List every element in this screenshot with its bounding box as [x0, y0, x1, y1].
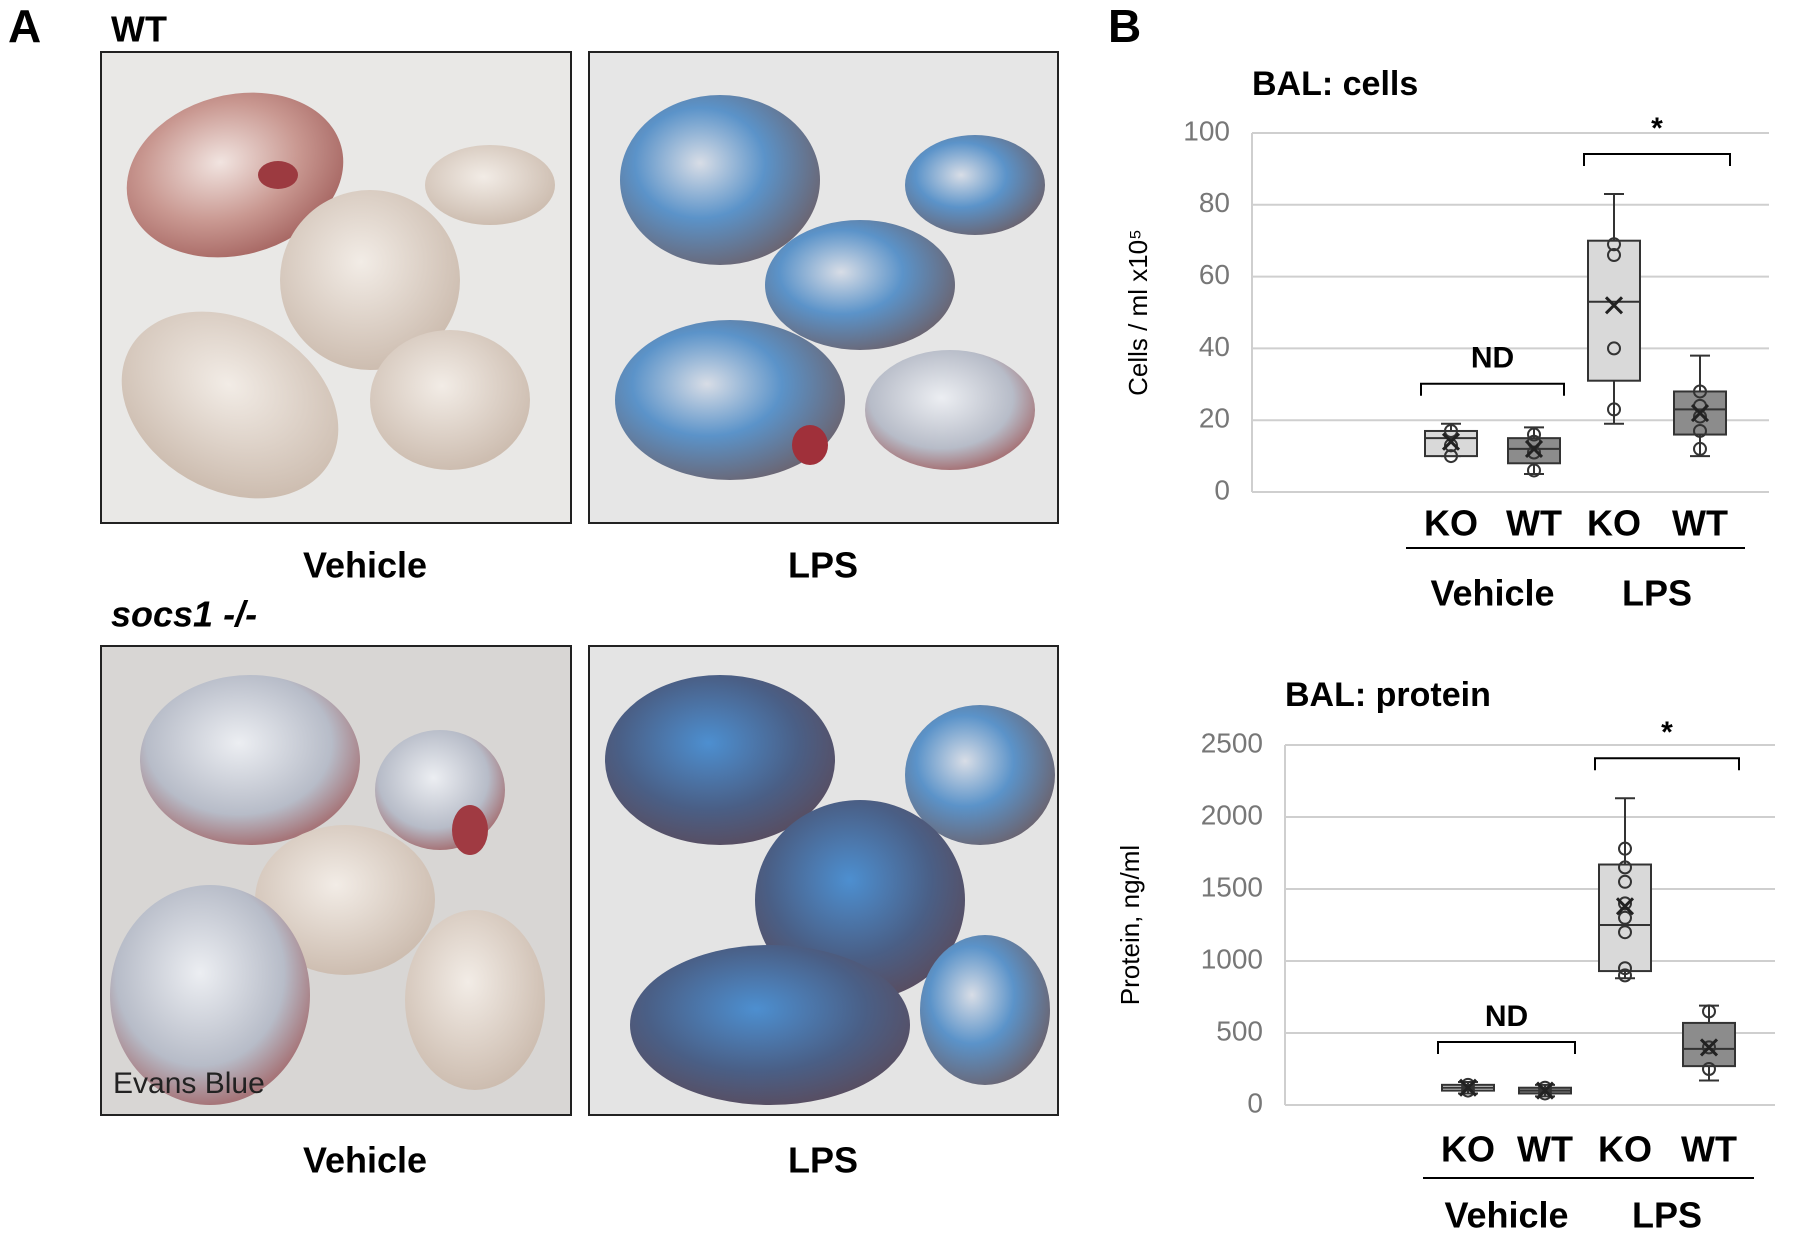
y-tick-label: 500	[1216, 1015, 1263, 1046]
y-tick-label: 0	[1214, 474, 1230, 505]
significance-bracket	[1583, 153, 1731, 167]
panel-label: B	[1108, 0, 1141, 52]
group-label: LPS	[1632, 1195, 1702, 1236]
y-tick-label: 60	[1199, 259, 1230, 290]
significance-bracket	[1420, 382, 1565, 396]
data-point	[1444, 449, 1458, 464]
data-point	[1618, 910, 1632, 925]
panel-label: A	[8, 0, 41, 52]
significance-label: *	[1651, 112, 1663, 145]
data-point	[1618, 841, 1632, 856]
box	[1587, 239, 1641, 382]
y-tick-label: 1500	[1201, 871, 1263, 902]
data-point	[1693, 384, 1707, 399]
data-point	[1444, 438, 1458, 453]
data-point	[1527, 427, 1541, 442]
stain-label: Evans Blue	[113, 1067, 265, 1100]
mean-marker	[1615, 897, 1635, 916]
photo-caption: LPS	[788, 1140, 858, 1181]
data-point	[1607, 237, 1621, 252]
data-point	[1618, 860, 1632, 875]
photo	[100, 51, 572, 524]
data-point	[1527, 445, 1541, 460]
data-point	[1607, 248, 1621, 263]
y-axis-label: Protein, ng/ml	[1115, 845, 1145, 1005]
significance-bracket	[1437, 1040, 1576, 1054]
x-tick-label: WT	[1672, 503, 1728, 544]
significance-bracket	[1594, 757, 1740, 771]
data-point	[1444, 423, 1458, 438]
chart-title: BAL: cells	[1252, 65, 1418, 103]
group-label: LPS	[1622, 573, 1692, 614]
mean-marker	[1690, 403, 1710, 423]
significance-label: ND	[1485, 1000, 1528, 1033]
photo	[588, 645, 1059, 1116]
data-point	[1702, 1062, 1716, 1076]
significance-label: *	[1661, 716, 1673, 749]
row-label: WT	[111, 9, 167, 50]
data-point	[1527, 463, 1541, 478]
mean-marker	[1604, 296, 1624, 315]
y-axis-label: Cells / ml x10⁵	[1123, 229, 1153, 396]
x-tick-label: KO	[1424, 503, 1478, 544]
x-tick-label: KO	[1598, 1129, 1652, 1170]
data-point	[1693, 441, 1707, 456]
y-tick-label: 1000	[1201, 943, 1263, 974]
data-point	[1607, 402, 1621, 417]
y-tick-label: 20	[1199, 403, 1230, 434]
x-tick-label: KO	[1587, 503, 1641, 544]
x-tick-label: WT	[1681, 1129, 1737, 1170]
mean-marker	[1458, 1078, 1478, 1097]
photo-caption: Vehicle	[303, 545, 427, 586]
data-point	[1538, 1080, 1552, 1095]
data-point	[1618, 874, 1632, 889]
data-point	[1693, 423, 1707, 438]
row-label: socs1 -/-	[111, 594, 257, 635]
group-label: Vehicle	[1430, 573, 1554, 614]
photo	[588, 51, 1059, 524]
y-tick-label: 40	[1199, 331, 1230, 362]
chart-title: BAL: protein	[1285, 676, 1491, 714]
data-point	[1461, 1077, 1475, 1092]
data-point	[1618, 968, 1632, 983]
y-tick-label: 80	[1199, 187, 1230, 218]
photo-caption: LPS	[788, 545, 858, 586]
x-tick-label: KO	[1441, 1129, 1495, 1170]
mean-marker	[1535, 1081, 1555, 1100]
data-point	[1618, 896, 1632, 911]
y-tick-label: 2500	[1201, 727, 1263, 758]
x-tick-label: WT	[1506, 503, 1562, 544]
photo-caption: Vehicle	[303, 1140, 427, 1181]
y-tick-label: 100	[1183, 115, 1230, 146]
group-label: Vehicle	[1444, 1195, 1568, 1236]
y-tick-label: 2000	[1201, 799, 1263, 830]
significance-label: ND	[1471, 342, 1514, 375]
data-point	[1702, 1040, 1716, 1055]
x-tick-label: WT	[1517, 1129, 1573, 1170]
data-point	[1618, 961, 1632, 976]
y-tick-label: 0	[1247, 1087, 1263, 1118]
data-point	[1702, 1004, 1716, 1019]
data-point	[1538, 1086, 1552, 1101]
mean-marker	[1699, 1038, 1719, 1057]
box	[1682, 1021, 1736, 1068]
mean-marker	[1441, 432, 1461, 451]
data-point	[1461, 1083, 1475, 1098]
data-point	[1618, 925, 1632, 940]
mean-marker	[1524, 439, 1544, 458]
photo: Evans Blue	[100, 645, 572, 1116]
data-point	[1693, 409, 1707, 424]
data-point	[1607, 341, 1621, 356]
box	[1598, 863, 1652, 973]
